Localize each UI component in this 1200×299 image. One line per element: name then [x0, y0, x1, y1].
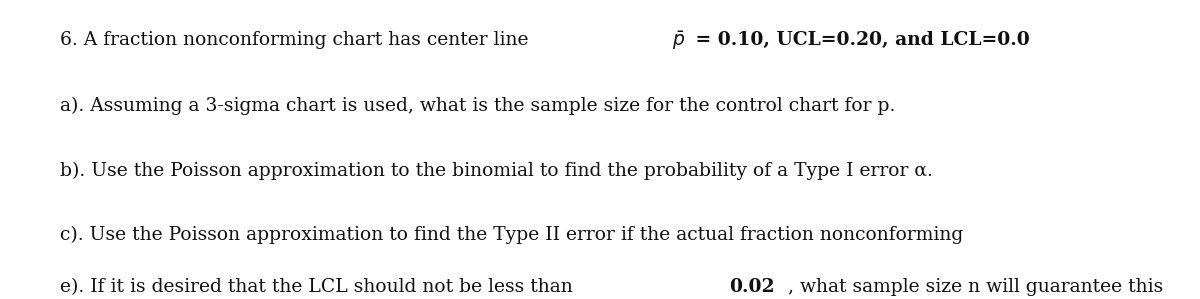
Text: e). If it is desired that the LCL should not be less than: e). If it is desired that the LCL should… [60, 278, 578, 296]
Text: a). Assuming a 3-sigma chart is used, what is the sample size for the control ch: a). Assuming a 3-sigma chart is used, wh… [60, 97, 895, 115]
Text: 6. A fraction nonconforming chart has center line: 6. A fraction nonconforming chart has ce… [60, 31, 534, 49]
Text: $\bar{p}$: $\bar{p}$ [672, 29, 685, 52]
Text: 0.02: 0.02 [730, 278, 775, 296]
Text: = 0.10, UCL=0.20, and LCL=0.0: = 0.10, UCL=0.20, and LCL=0.0 [689, 31, 1030, 49]
Text: c). Use the Poisson approximation to find the Type II error if the actual fracti: c). Use the Poisson approximation to fin… [60, 225, 970, 244]
Text: , what sample size n will guarantee this: , what sample size n will guarantee this [788, 278, 1163, 296]
Text: b). Use the Poisson approximation to the binomial to find the probability of a T: b). Use the Poisson approximation to the… [60, 161, 932, 180]
